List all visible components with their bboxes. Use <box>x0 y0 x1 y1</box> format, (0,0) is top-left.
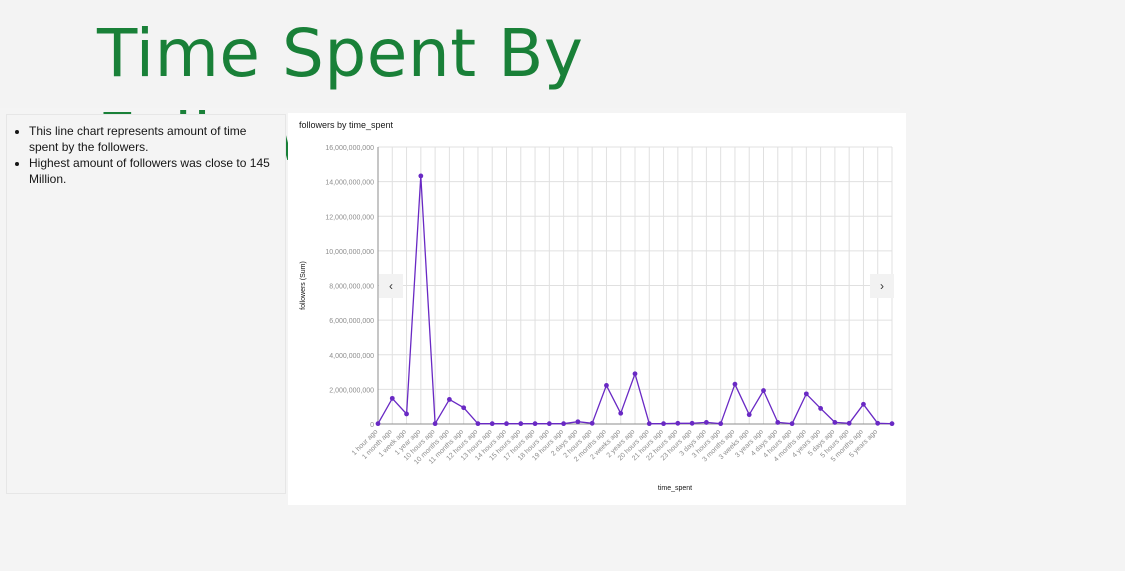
data-point[interactable] <box>832 420 838 425</box>
note-item: Highest amount of followers was close to… <box>29 155 275 187</box>
y-tick-label: 14,000,000,000 <box>325 180 374 187</box>
y-tick-label: 10,000,000,000 <box>325 249 374 256</box>
data-point[interactable] <box>475 421 481 427</box>
data-point[interactable] <box>418 173 424 179</box>
data-point[interactable] <box>589 420 595 426</box>
note-item: This line chart represents amount of tim… <box>29 123 275 155</box>
notes-list: This line chart represents amount of tim… <box>7 123 285 187</box>
data-point[interactable] <box>889 421 895 427</box>
data-point[interactable] <box>746 412 752 418</box>
data-point[interactable] <box>775 420 781 425</box>
data-point[interactable] <box>504 421 509 427</box>
data-point[interactable] <box>389 395 395 401</box>
data-point[interactable] <box>546 421 552 427</box>
data-point[interactable] <box>846 420 852 426</box>
line-chart: 0 2,000,000,000 4,000,000,000 6,000,000,000… <box>300 145 895 492</box>
y-axis-label: followers (Sum) <box>300 261 307 310</box>
data-point[interactable] <box>861 401 866 407</box>
y-tick-label: 4,000,000,000 <box>329 353 374 360</box>
data-point[interactable] <box>604 382 609 388</box>
data-point[interactable] <box>375 421 381 427</box>
y-tick-label: 8,000,000,000 <box>329 284 374 291</box>
y-tick-label: 16,000,000,000 <box>325 145 374 152</box>
data-point[interactable] <box>404 411 409 417</box>
chevron-right-icon[interactable]: › <box>870 274 894 298</box>
data-point[interactable] <box>446 397 452 402</box>
data-point[interactable] <box>646 421 652 427</box>
data-point[interactable] <box>632 371 638 377</box>
data-point[interactable] <box>618 410 624 416</box>
data-point[interactable] <box>661 421 666 427</box>
y-tick-label: 12,000,000,000 <box>325 214 374 221</box>
data-point[interactable] <box>461 405 467 411</box>
data-point[interactable] <box>518 421 524 427</box>
data-point[interactable] <box>575 419 581 425</box>
notes-panel: This line chart represents amount of tim… <box>6 114 286 494</box>
data-point[interactable] <box>561 421 567 427</box>
data-point[interactable] <box>875 420 881 426</box>
title-band: Time Spent By Followers <box>0 0 900 176</box>
data-point[interactable] <box>689 420 695 426</box>
data-point[interactable] <box>703 420 709 425</box>
chart-card: followers by time_spent 0 2,000,000,000 4,… <box>288 113 906 505</box>
data-point[interactable] <box>789 421 795 427</box>
data-point[interactable] <box>818 406 824 411</box>
data-point[interactable] <box>675 420 681 426</box>
data-point[interactable] <box>732 381 738 387</box>
data-point[interactable] <box>718 421 724 427</box>
data-point[interactable] <box>803 391 809 397</box>
data-point[interactable] <box>532 421 538 427</box>
chart-heading: followers by time_spent <box>299 120 394 130</box>
data-point[interactable] <box>489 421 495 427</box>
chevron-left-icon[interactable]: ‹ <box>379 274 403 298</box>
data-point[interactable] <box>432 421 438 427</box>
x-axis-label: time_spent <box>658 485 692 492</box>
y-tick-label: 2,000,000,000 <box>329 387 374 394</box>
data-point[interactable] <box>761 388 766 393</box>
y-tick-label: 0 <box>370 422 374 429</box>
y-tick-label: 6,000,000,000 <box>329 318 374 325</box>
